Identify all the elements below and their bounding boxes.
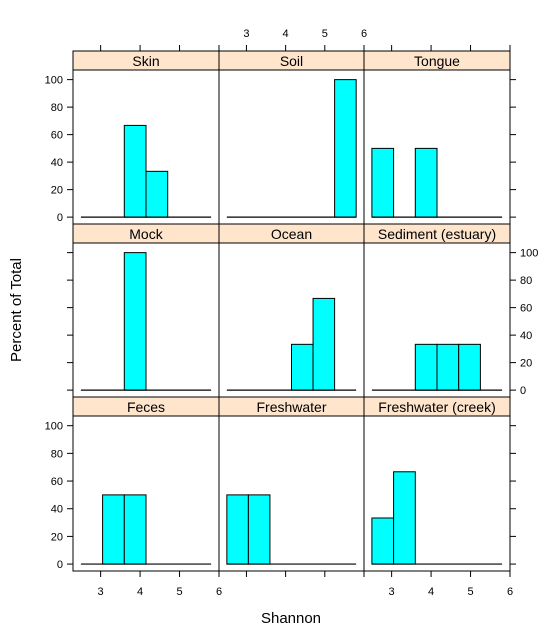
panel-feces: Feces — [72, 396, 220, 572]
panel-strip-label: Freshwater — [256, 399, 326, 415]
histogram-bar — [393, 471, 416, 565]
panel-ocean: Ocean — [218, 223, 365, 398]
histogram-bar — [371, 517, 395, 565]
histogram-bar — [123, 124, 147, 218]
y-tick-label: 0 — [57, 559, 63, 571]
panels-layer: Skin Soil Tongue Mock Ocean Sediment (estuary… — [72, 50, 511, 572]
histogram-bar — [312, 297, 336, 391]
panel-strip-label: Tongue — [414, 53, 460, 69]
y-tick-label: 40 — [51, 157, 63, 169]
y-tick-label: 40 — [520, 330, 532, 342]
x-tick-label: 3 — [98, 586, 104, 598]
panel-strip-label: Mock — [129, 226, 163, 242]
panel-strip-label: Sediment (estuary) — [378, 226, 496, 242]
panel-strip-label: Skin — [132, 53, 159, 69]
y-tick-label: 60 — [520, 303, 532, 315]
panel-freshwater-creek: Freshwater (creek) — [363, 396, 511, 572]
histogram-bar — [414, 343, 438, 391]
histogram-bar — [414, 147, 438, 218]
y-axis-title: Percent of Total — [8, 258, 25, 362]
panel-skin: Skin — [72, 50, 220, 225]
x-axis-title: Shannon — [261, 610, 321, 627]
histogram-bar — [226, 494, 249, 565]
y-tick-label: 80 — [51, 102, 63, 114]
y-tick-label: 80 — [520, 275, 532, 287]
y-tick-label: 0 — [57, 212, 63, 224]
x-tick-label: 5 — [322, 28, 328, 40]
panel-tongue: Tongue — [363, 50, 511, 225]
histogram-bar — [291, 343, 314, 391]
y-tick-label: 20 — [51, 531, 63, 543]
panel-strip-label: Feces — [127, 399, 165, 415]
y-tick-label: 100 — [45, 421, 63, 433]
y-tick-label: 60 — [51, 130, 63, 142]
x-tick-label: 6 — [216, 586, 222, 598]
histogram-bar — [371, 147, 395, 218]
panel-freshwater: Freshwater — [218, 396, 365, 572]
y-tick-label: 100 — [520, 248, 538, 260]
panel-strip-label: Freshwater (creek) — [378, 399, 495, 415]
y-tick-label: 40 — [51, 504, 63, 516]
histogram-bar — [145, 170, 169, 218]
x-tick-label: 3 — [389, 586, 395, 598]
x-tick-label: 3 — [243, 28, 249, 40]
histogram-bar — [458, 343, 481, 391]
panel-strip-label: Soil — [280, 53, 303, 69]
y-tick-label: 100 — [45, 75, 63, 87]
histogram-bar — [247, 494, 271, 565]
x-tick-label: 4 — [283, 28, 289, 40]
y-tick-label: 20 — [51, 185, 63, 197]
panel-sediment-estuary: Sediment (estuary) — [363, 223, 511, 398]
y-tick-label: 0 — [520, 385, 526, 397]
y-tick-label: 60 — [51, 476, 63, 488]
histogram-bar — [102, 494, 125, 565]
panel-strip-label: Ocean — [271, 226, 312, 242]
histogram-bar — [436, 343, 460, 391]
x-tick-label: 4 — [137, 586, 143, 598]
axes-layer: 3 4 5 63 4 5 63 4 5 60204060801000204060801000204… — [45, 28, 539, 598]
histogram-bar — [123, 252, 147, 391]
panel-border — [363, 415, 511, 572]
y-tick-label: 20 — [520, 358, 532, 370]
panel-mock: Mock — [72, 223, 220, 398]
y-tick-label: 80 — [51, 448, 63, 460]
panel-soil: Soil — [218, 50, 365, 225]
histogram-bar — [334, 79, 357, 218]
histogram-bar — [123, 494, 147, 565]
x-tick-label: 6 — [507, 586, 513, 598]
x-tick-label: 4 — [428, 586, 434, 598]
x-tick-label: 5 — [467, 586, 473, 598]
x-tick-label: 5 — [176, 586, 182, 598]
x-tick-label: 6 — [361, 28, 367, 40]
